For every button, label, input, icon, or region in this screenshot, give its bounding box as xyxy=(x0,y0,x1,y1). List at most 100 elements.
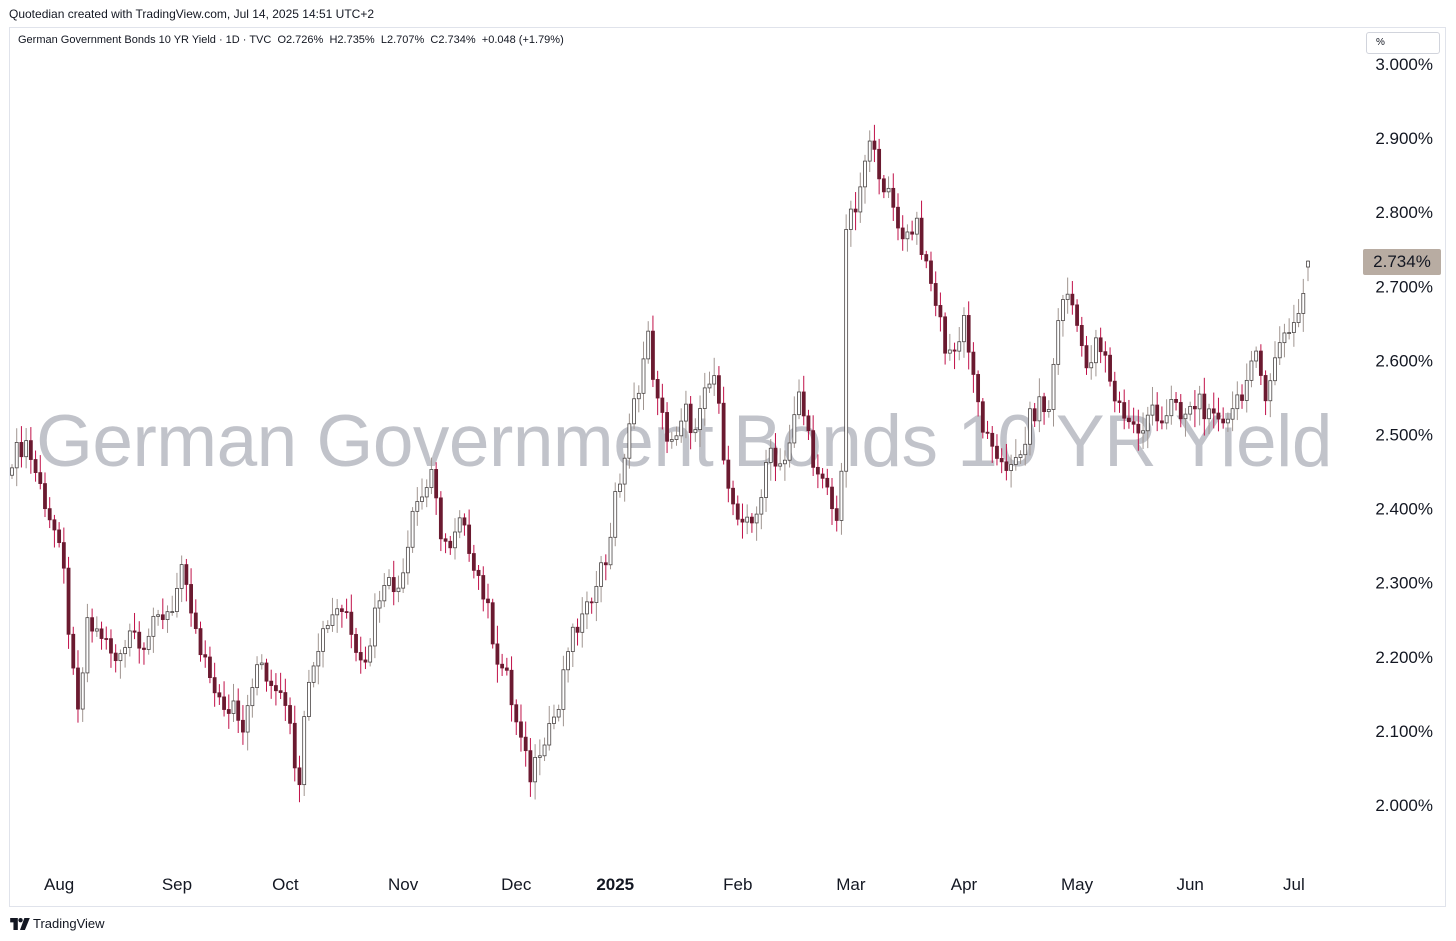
candle-body xyxy=(764,462,768,498)
candle-body xyxy=(717,375,721,404)
candle-body xyxy=(142,647,146,650)
x-tick-label: Apr xyxy=(951,875,978,894)
candle-body xyxy=(137,631,142,649)
footer-brand[interactable]: TradingView xyxy=(10,916,105,931)
y-tick-label: 3.000% xyxy=(1375,55,1433,74)
candle-body xyxy=(528,750,533,783)
candle-body xyxy=(38,472,43,484)
candle-body xyxy=(768,447,773,463)
candle-body xyxy=(1225,418,1230,424)
candle-body xyxy=(646,330,651,360)
candle-body xyxy=(396,587,401,593)
candle-body xyxy=(839,470,844,521)
candle-body xyxy=(316,650,321,667)
x-tick-label: Nov xyxy=(388,875,419,894)
candle-body xyxy=(1013,457,1018,465)
candle-body xyxy=(787,442,792,461)
candle-body xyxy=(1127,417,1131,423)
candle-body xyxy=(1136,423,1141,434)
candle-body xyxy=(184,564,189,585)
candle-body xyxy=(570,626,575,652)
candle-body xyxy=(556,708,561,718)
chart-legend: German Government Bonds 10 YR Yield · 1D… xyxy=(18,34,564,46)
candle-body xyxy=(1235,394,1240,410)
legend-close: C2.734% xyxy=(430,34,476,46)
candle-body xyxy=(735,503,740,520)
candle-body xyxy=(495,643,500,665)
candle-body xyxy=(24,440,29,458)
candle-body xyxy=(269,680,274,686)
candle-body xyxy=(872,140,877,150)
candle-body xyxy=(542,744,547,757)
candle-body xyxy=(773,447,778,467)
candle-body xyxy=(712,375,717,385)
candle-body xyxy=(608,536,613,566)
candle-body xyxy=(99,628,104,639)
candle-body xyxy=(952,349,957,352)
candle-body xyxy=(947,349,952,354)
candle-body xyxy=(820,473,825,479)
candle-body xyxy=(966,315,971,353)
candle-body xyxy=(707,383,712,389)
candle-body xyxy=(867,140,872,162)
candle-body xyxy=(274,685,278,692)
candle-body xyxy=(368,645,373,663)
candle-body xyxy=(1009,464,1013,471)
unit-selector[interactable]: % xyxy=(1366,32,1440,54)
candle-body xyxy=(622,457,627,485)
candle-body xyxy=(10,467,14,476)
candle-body xyxy=(471,553,476,571)
candle-body xyxy=(1263,375,1268,402)
candle-body xyxy=(57,529,62,543)
candle-body xyxy=(245,705,250,733)
candle-body xyxy=(834,508,839,521)
chart-credit: Quotedian created with TradingView.com, … xyxy=(9,7,374,21)
x-tick-label: May xyxy=(1061,875,1094,894)
candle-body xyxy=(1094,337,1098,364)
candle-body xyxy=(401,572,406,589)
candle-body xyxy=(217,692,222,698)
candle-body xyxy=(1282,332,1287,344)
candle-body xyxy=(302,716,307,786)
candle-body xyxy=(1301,293,1306,314)
candle-body xyxy=(1131,421,1136,425)
x-tick-label: Sep xyxy=(162,875,192,894)
y-tick-label: 2.100% xyxy=(1375,722,1433,741)
candle-body xyxy=(292,722,297,769)
candle-body xyxy=(189,584,193,614)
candle-body xyxy=(651,330,655,380)
candle-body xyxy=(1249,360,1254,381)
candle-body xyxy=(957,341,962,352)
candle-body xyxy=(94,628,99,632)
candle-body xyxy=(731,487,735,505)
candle-body xyxy=(684,403,688,422)
candle-body xyxy=(641,358,646,394)
candle-body xyxy=(985,431,990,434)
candle-body xyxy=(410,510,415,548)
candle-body xyxy=(1150,404,1155,416)
candle-body xyxy=(1169,399,1174,417)
candle-body xyxy=(66,567,71,635)
chart-frame xyxy=(9,27,1446,907)
candle-body xyxy=(43,483,47,510)
candle-body xyxy=(1028,408,1032,445)
candle-body xyxy=(457,517,462,533)
candle-body xyxy=(382,585,387,602)
candle-body xyxy=(1287,332,1292,334)
candle-body xyxy=(792,414,797,444)
candle-body xyxy=(896,206,900,229)
x-tick-label: Oct xyxy=(272,875,299,894)
candle-body xyxy=(113,652,118,662)
candle-body xyxy=(118,653,123,662)
candle-body xyxy=(1061,299,1065,322)
candle-body xyxy=(198,628,203,656)
candle-body xyxy=(85,617,90,674)
candle-body xyxy=(1188,405,1193,415)
candle-body xyxy=(1141,430,1145,434)
candle-body xyxy=(881,178,886,193)
candle-body xyxy=(1160,420,1164,424)
candle-body xyxy=(863,160,867,188)
candle-body xyxy=(811,430,816,468)
candle-body xyxy=(420,496,424,502)
